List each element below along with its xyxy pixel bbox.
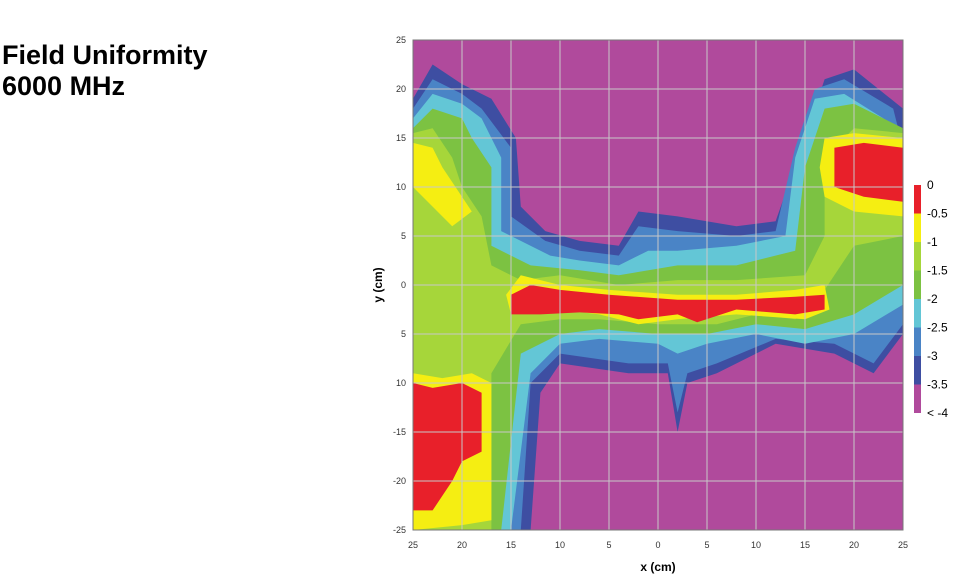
x-tick-label: 10 — [555, 540, 565, 550]
x-tick-label: 10 — [751, 540, 761, 550]
legend-swatch — [914, 299, 921, 328]
y-tick-label: 5 — [401, 329, 406, 339]
page-title: Field Uniformity 6000 MHz — [2, 40, 208, 102]
legend-label: -3.5 — [927, 378, 948, 392]
legend-label: < -4 — [927, 406, 948, 420]
x-axis-ticks: 25 20 15 10 5 0 5 10 15 20 25 — [408, 540, 908, 550]
x-tick-label: 25 — [898, 540, 908, 550]
y-axis-ticks: 25 20 15 10 5 0 5 10 -15 -20 -25 — [393, 35, 406, 535]
y-tick-label: 15 — [396, 133, 406, 143]
color-legend: 0 -0.5 -1 -1.5 -2 -2.5 -3 -3.5 < -4 — [914, 178, 948, 420]
y-tick-label: 0 — [401, 280, 406, 290]
plot-grid — [413, 40, 903, 530]
y-tick-label: -15 — [393, 427, 406, 437]
plot-frame — [412, 39, 904, 531]
legend-swatch — [914, 327, 921, 356]
legend-label: -1 — [927, 235, 938, 249]
legend-swatch — [914, 270, 921, 299]
y-tick-label: 25 — [396, 35, 406, 45]
legend-label: -1.5 — [927, 264, 948, 278]
y-tick-label: -20 — [393, 476, 406, 486]
legend-swatch — [914, 356, 921, 385]
y-tick-label: 10 — [396, 182, 406, 192]
x-tick-label: 5 — [606, 540, 611, 550]
x-tick-label: 0 — [655, 540, 660, 550]
legend-label: 0 — [927, 178, 934, 192]
x-tick-label: 15 — [506, 540, 516, 550]
legend-label: -0.5 — [927, 207, 948, 221]
x-tick-label: 5 — [704, 540, 709, 550]
x-tick-label: 20 — [849, 540, 859, 550]
legend-swatch — [914, 185, 921, 214]
title-line-1: Field Uniformity — [2, 40, 208, 70]
x-axis-label: x (cm) — [640, 560, 675, 574]
x-tick-label: 15 — [800, 540, 810, 550]
legend-label: -3 — [927, 349, 938, 363]
y-tick-label: 5 — [401, 231, 406, 241]
legend-swatch — [914, 384, 921, 413]
legend-label: -2 — [927, 292, 938, 306]
legend-swatch — [914, 213, 921, 242]
y-tick-label: 20 — [396, 84, 406, 94]
contour-region-12 — [413, 383, 482, 511]
contour-region-10 — [511, 285, 825, 323]
y-tick-label: -25 — [393, 525, 406, 535]
title-line-2: 6000 MHz — [2, 71, 126, 101]
y-axis-label: y (cm) — [371, 267, 385, 302]
contour-region-6 — [413, 142, 472, 227]
y-tick-label: 10 — [396, 378, 406, 388]
x-tick-label: 25 — [408, 540, 418, 550]
legend-swatch — [914, 242, 921, 271]
legend-label: -2.5 — [927, 321, 948, 335]
x-tick-label: 20 — [457, 540, 467, 550]
